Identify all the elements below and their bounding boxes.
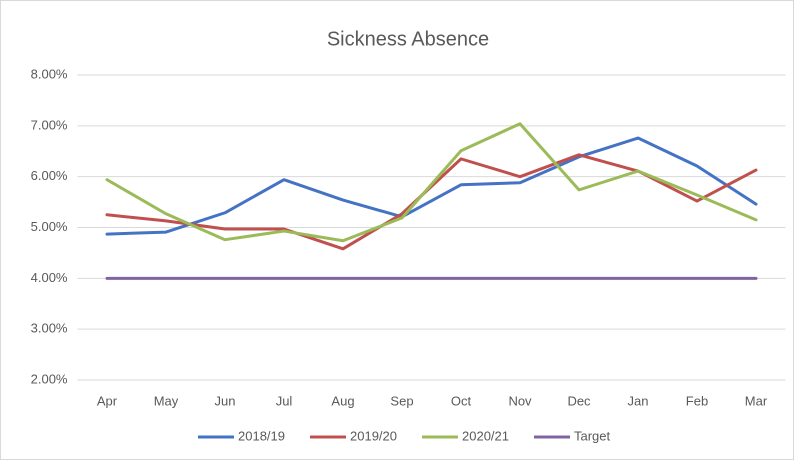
legend-label: 2018/19 <box>238 428 285 443</box>
legend-label: 2020/21 <box>462 428 509 443</box>
y-tick-label: 5.00% <box>31 219 68 234</box>
chart-title: Sickness Absence <box>327 28 489 50</box>
y-tick-label: 7.00% <box>31 117 68 132</box>
line-series <box>105 136 758 236</box>
y-tick-label: 4.00% <box>31 270 68 285</box>
x-tick-label: Jun <box>215 393 236 408</box>
y-tick-label: 8.00% <box>31 66 68 81</box>
line-series <box>105 122 758 243</box>
x-tick-label: Jul <box>276 393 293 408</box>
x-tick-label: Dec <box>567 393 591 408</box>
x-tick-label: Mar <box>745 393 768 408</box>
x-tick-label: Jan <box>628 393 649 408</box>
y-tick-label: 6.00% <box>31 168 68 183</box>
x-tick-label: Apr <box>97 393 118 408</box>
legend-label: 2019/20 <box>350 428 397 443</box>
x-tick-label: Nov <box>508 393 532 408</box>
x-tick-label: Feb <box>686 393 708 408</box>
x-tick-label: Oct <box>451 393 472 408</box>
x-tick-label: Sep <box>390 393 413 408</box>
x-tick-label: Aug <box>331 393 354 408</box>
y-tick-label: 2.00% <box>31 371 68 386</box>
legend-label: Target <box>574 428 611 443</box>
x-tick-label: May <box>154 393 179 408</box>
y-tick-label: 3.00% <box>31 321 68 336</box>
